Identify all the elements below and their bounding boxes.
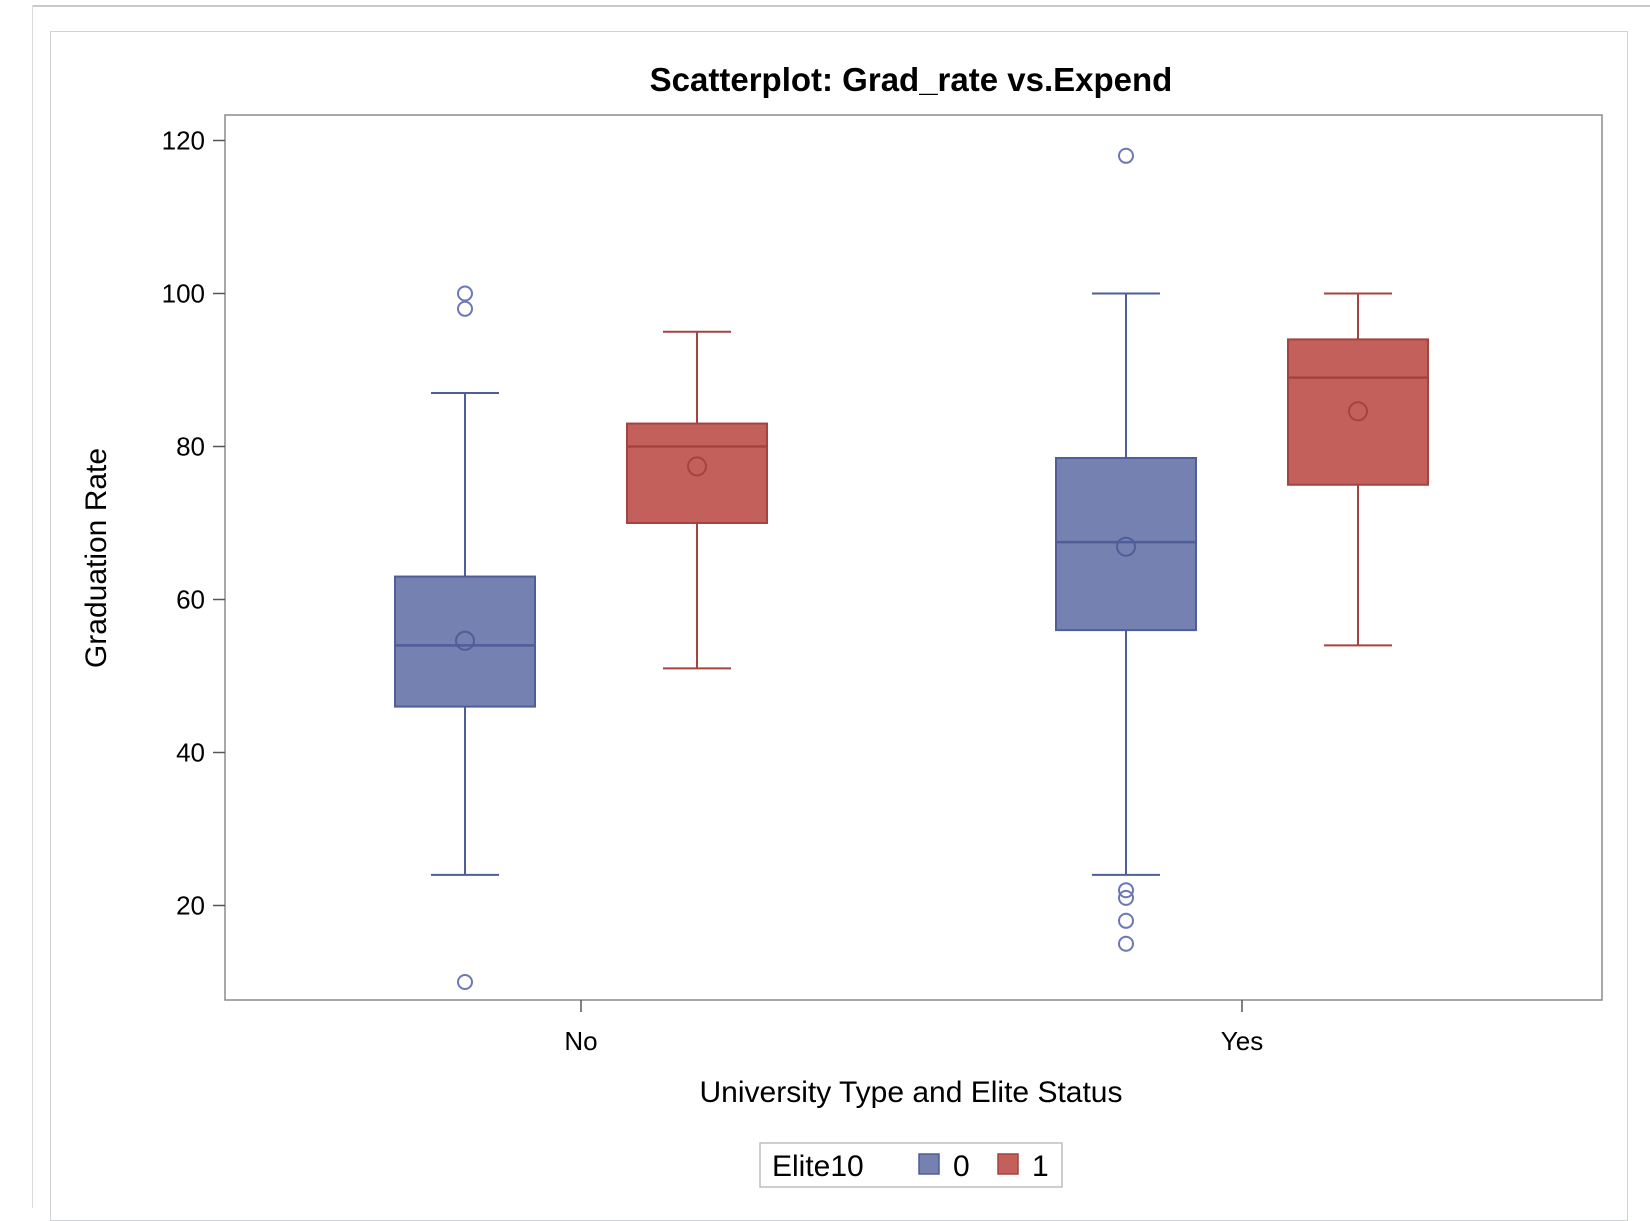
x-tick-label-yes: Yes	[1221, 1026, 1263, 1056]
mean-marker-elite-0-no	[455, 630, 475, 651]
y-axis: 20 40 60 80 100 120	[162, 126, 225, 921]
top-divider	[32, 5, 1650, 7]
graph-frame	[50, 31, 1628, 1221]
outlier-elite-0-no-2	[457, 974, 473, 990]
chart-title: Scatterplot: Grad_rate vs.Expend	[650, 61, 1173, 98]
mean-marker-elite-0-yes	[1116, 536, 1136, 557]
series-1	[626, 292, 1429, 670]
y-tick-label-120: 120	[162, 126, 205, 156]
legend-label-1: 1	[1032, 1150, 1049, 1183]
outlier-elite-0-yes-3	[1118, 912, 1134, 929]
iqr-box-elite-0-yes	[1055, 456, 1197, 632]
y-tick-label-100: 100	[162, 279, 205, 309]
outlier-elite-0-yes-4	[1118, 935, 1134, 952]
box-elite-0-yes	[1055, 147, 1197, 952]
series-0	[394, 147, 1197, 990]
x-axis: No Yes	[564, 1000, 1263, 1056]
y-tick-label-80: 80	[176, 432, 205, 462]
x-axis-label: University Type and Elite Status	[700, 1076, 1123, 1109]
box-elite-1-yes	[1287, 292, 1429, 647]
legend: Elite10 0 1	[759, 1142, 1063, 1188]
legend-title: Elite10	[772, 1150, 864, 1183]
outlier-elite-0-no-1	[457, 300, 473, 317]
box-series	[394, 147, 1429, 990]
outlier-elite-0-no-0	[457, 285, 473, 302]
legend-swatch-0	[918, 1153, 940, 1175]
y-tick-label-40: 40	[176, 738, 205, 768]
x-tick-label-no: No	[564, 1026, 597, 1056]
plot-area	[224, 114, 1603, 1001]
y-axis-label: Graduation Rate	[80, 448, 113, 668]
left-divider	[32, 5, 33, 1208]
box-elite-0-no	[394, 285, 536, 990]
mean-marker-elite-1-yes	[1348, 401, 1368, 422]
iqr-box-elite-1-no	[626, 422, 768, 524]
outlier-elite-0-yes-2	[1118, 889, 1134, 906]
y-tick-label-60: 60	[176, 585, 205, 615]
legend-label-0: 0	[953, 1150, 970, 1183]
iqr-box-elite-0-no	[394, 575, 536, 708]
y-tick-label-20: 20	[176, 891, 205, 921]
iqr-box-elite-1-yes	[1287, 338, 1429, 486]
box-elite-1-no	[626, 330, 768, 670]
outlier-elite-0-yes-0	[1118, 147, 1134, 164]
mean-marker-elite-1-no	[687, 456, 707, 477]
legend-swatch-1	[997, 1153, 1019, 1175]
outlier-elite-0-yes-1	[1118, 882, 1134, 899]
